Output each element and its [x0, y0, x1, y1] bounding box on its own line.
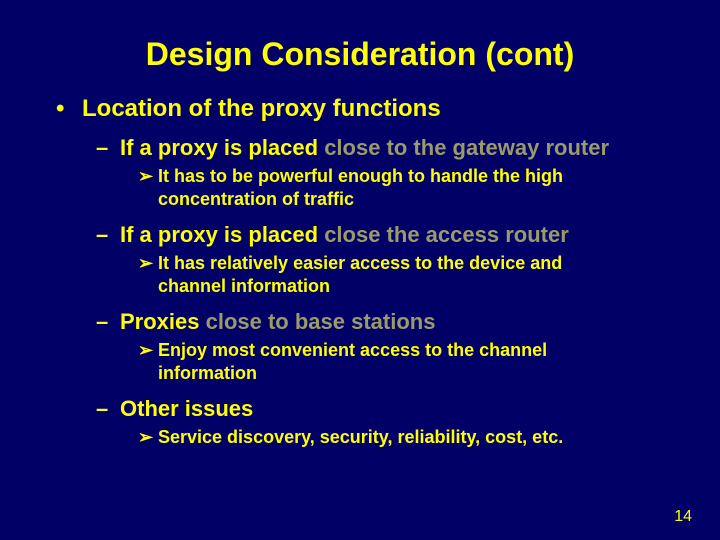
bullet-level2: – If a proxy is placed close the access …	[96, 222, 672, 248]
dash-icon: –	[96, 309, 120, 335]
slide-title: Design Consideration (cont)	[48, 36, 672, 73]
level3-text: Service discovery, security, reliability…	[158, 426, 563, 449]
bullet-level3: ➢ Enjoy most convenient access to the ch…	[138, 339, 672, 384]
slide: Design Consideration (cont) • Location o…	[0, 0, 720, 540]
arrow-icon: ➢	[138, 339, 158, 362]
bullet-level3: ➢ Service discovery, security, reliabili…	[138, 426, 672, 449]
level2-text: If a proxy is placed close the access ro…	[120, 222, 569, 248]
level2-text-part-b: close the access router	[324, 222, 569, 247]
level2-text-part-a: Other issues	[120, 396, 253, 421]
level2-text-part-b: close to the gateway router	[324, 135, 609, 160]
bullet-level1: • Location of the proxy functions	[56, 95, 672, 123]
page-number: 14	[674, 508, 692, 526]
level3-text: It has relatively easier access to the d…	[158, 252, 612, 297]
dash-icon: –	[96, 135, 120, 161]
dash-icon: –	[96, 396, 120, 422]
bullet-level2: – If a proxy is placed close to the gate…	[96, 135, 672, 161]
bullet-level3: ➢ It has to be powerful enough to handle…	[138, 165, 672, 210]
level1-text: Location of the proxy functions	[82, 95, 441, 123]
level2-text-part-a: If a proxy is placed	[120, 135, 324, 160]
arrow-icon: ➢	[138, 252, 158, 275]
level2-text-part-a: If a proxy is placed	[120, 222, 324, 247]
bullet-level3: ➢ It has relatively easier access to the…	[138, 252, 672, 297]
level2-text: If a proxy is placed close to the gatewa…	[120, 135, 609, 161]
level2-text-part-a: Proxies	[120, 309, 206, 334]
arrow-icon: ➢	[138, 426, 158, 449]
bullet-level2: – Other issues	[96, 396, 672, 422]
dash-icon: –	[96, 222, 120, 248]
bullet-dot-icon: •	[56, 95, 82, 123]
level3-text: It has to be powerful enough to handle t…	[158, 165, 612, 210]
arrow-icon: ➢	[138, 165, 158, 188]
level2-text: Proxies close to base stations	[120, 309, 435, 335]
level3-text: Enjoy most convenient access to the chan…	[158, 339, 612, 384]
level2-text: Other issues	[120, 396, 253, 422]
level2-text-part-b: close to base stations	[206, 309, 436, 334]
bullet-level2: – Proxies close to base stations	[96, 309, 672, 335]
